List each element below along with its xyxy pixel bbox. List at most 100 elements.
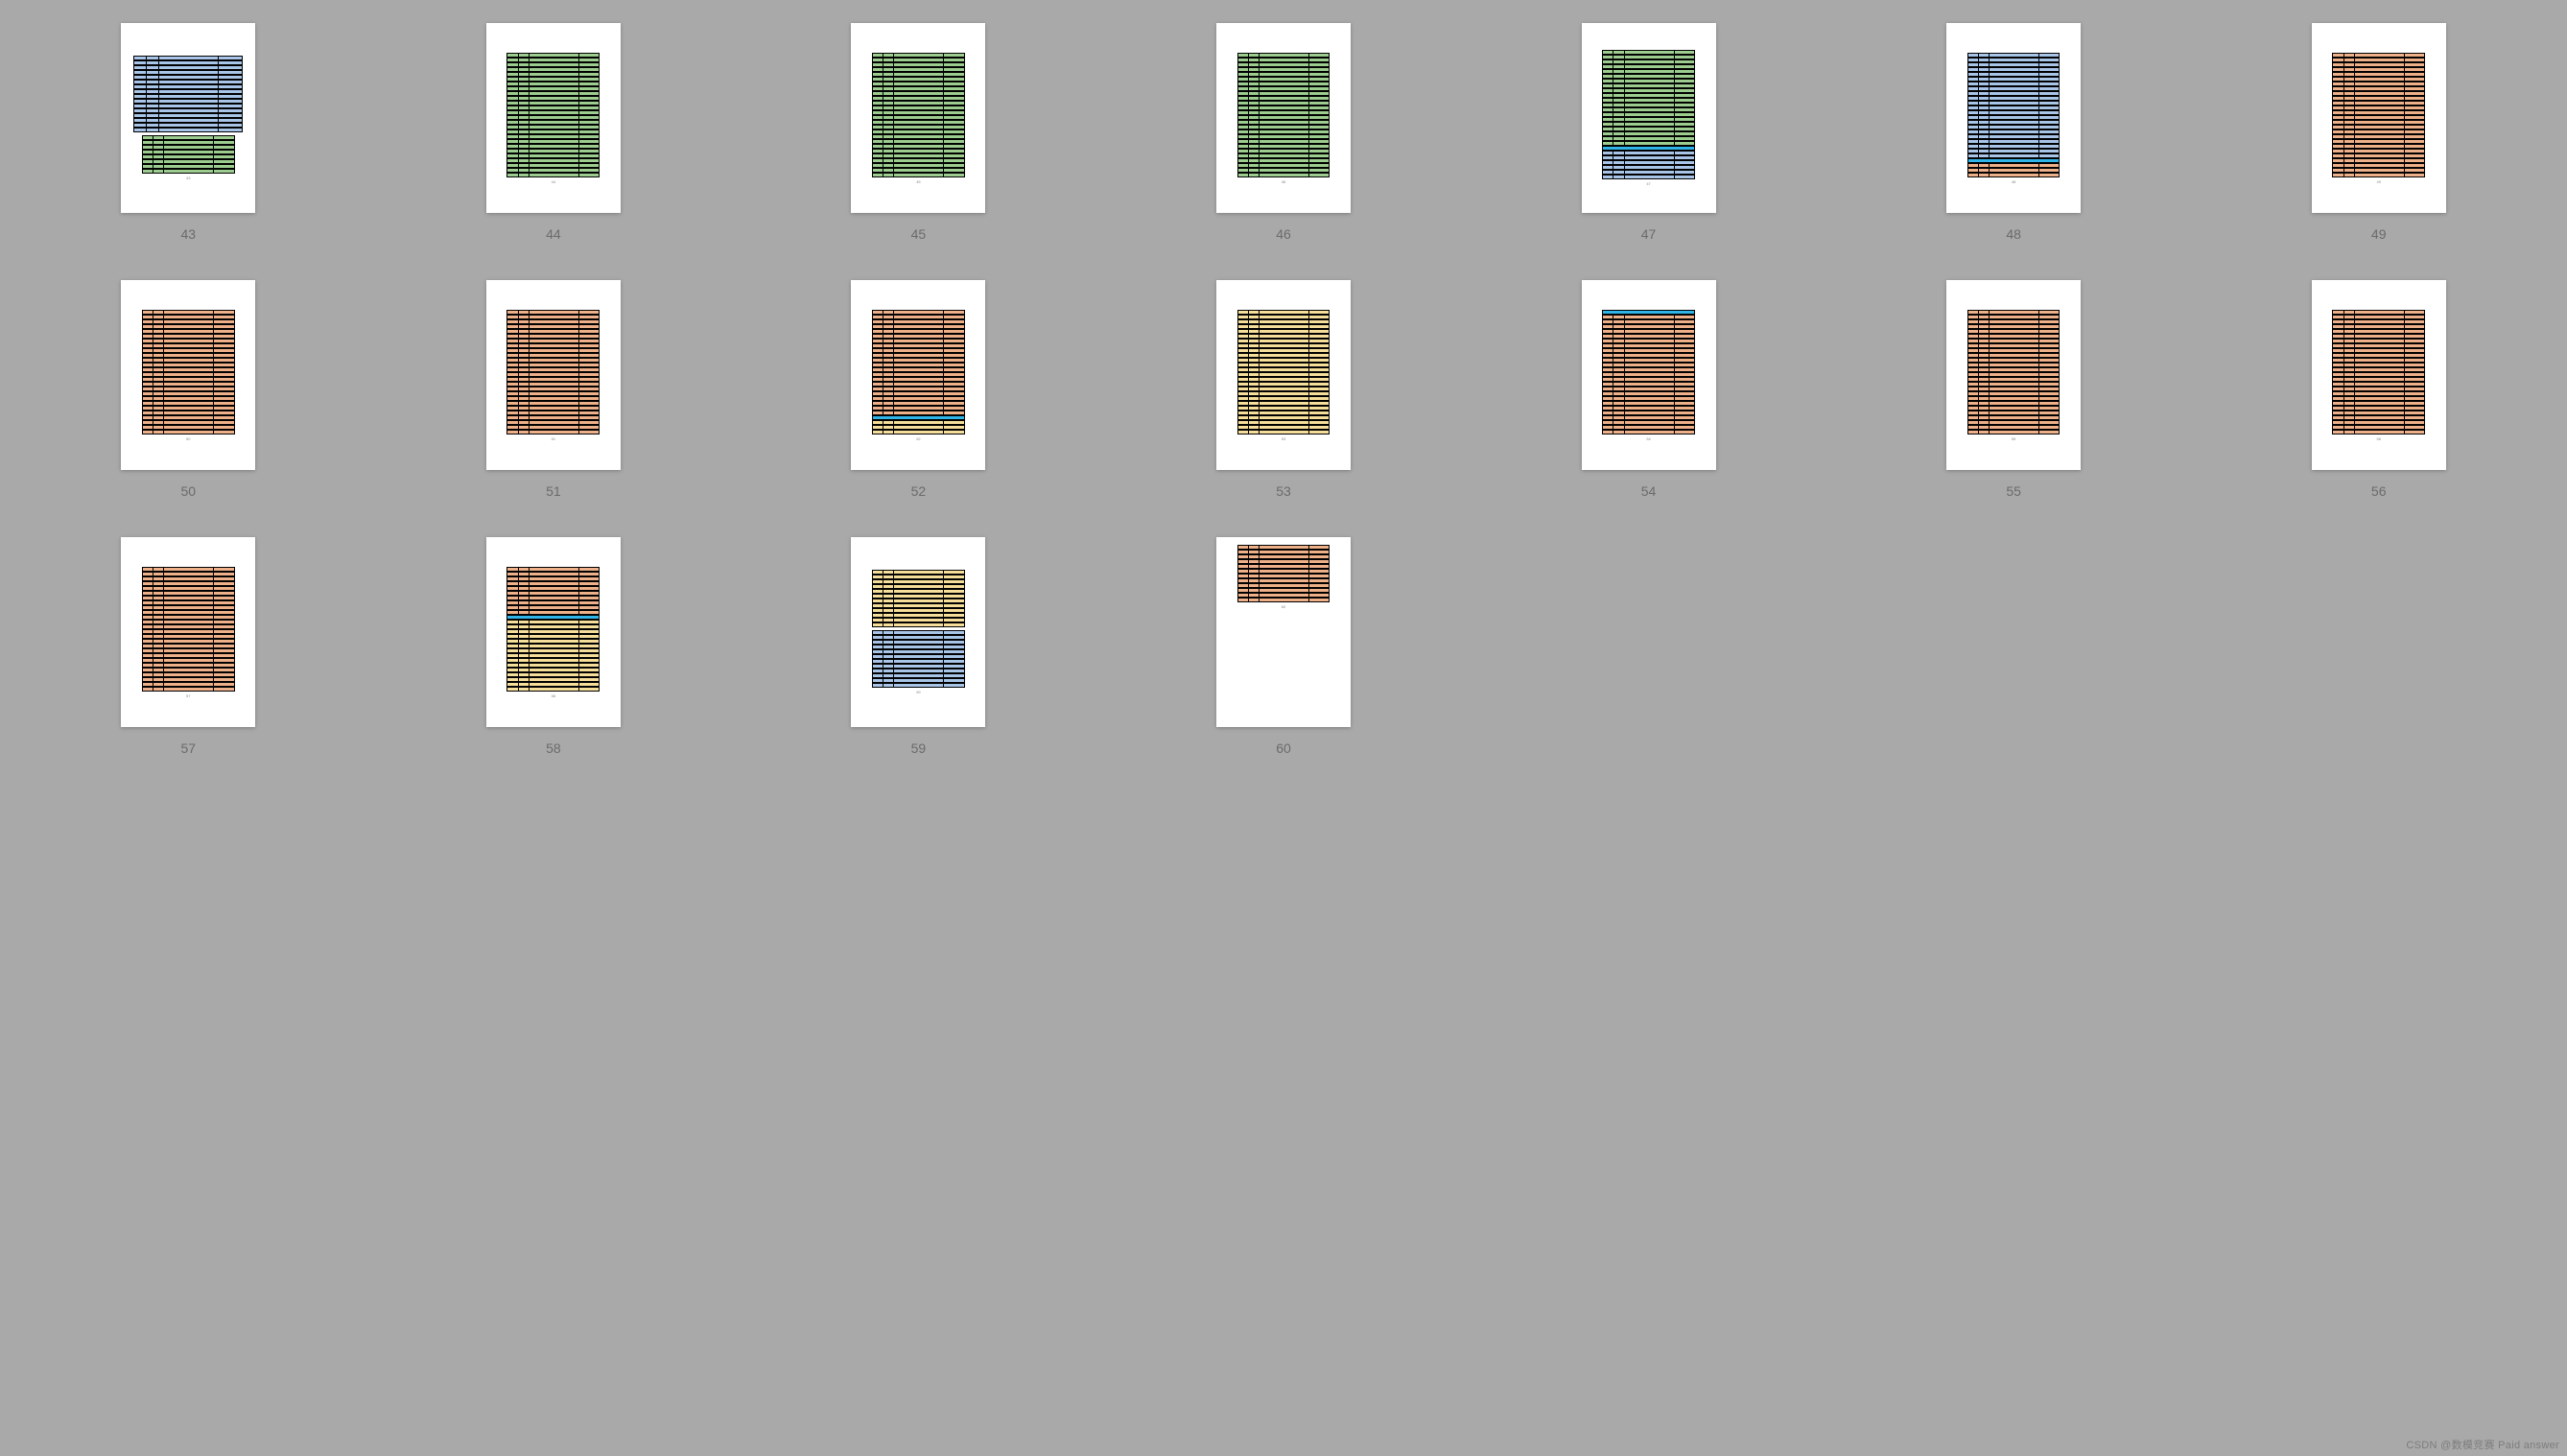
page-thumbnail[interactable]: 55 <box>1946 280 2081 470</box>
table-cell <box>1990 421 2039 424</box>
mini-table <box>872 570 965 627</box>
table-cell <box>579 349 599 352</box>
page-number-tiny: 56 <box>2376 436 2380 441</box>
table-cell <box>164 587 214 590</box>
page-thumbnail[interactable]: 57 <box>121 537 255 727</box>
page-thumbnail[interactable]: 46 <box>1216 23 1351 213</box>
table-cell <box>519 78 530 81</box>
table-cell <box>2333 340 2343 342</box>
table-cell <box>1249 402 1260 405</box>
table-cell <box>153 645 164 647</box>
table-cell <box>214 316 233 318</box>
table-cell <box>1249 555 1260 558</box>
table-cell <box>873 130 883 133</box>
table-cell <box>1238 150 1249 153</box>
page-thumbnail[interactable]: 60 <box>1216 537 1351 727</box>
page-thumbnail[interactable]: 51 <box>486 280 621 470</box>
table-cell <box>1238 54 1249 57</box>
table-cell <box>1625 171 1675 174</box>
table-cell <box>944 111 963 114</box>
table-cell <box>143 407 153 410</box>
table-cell <box>1260 159 1309 162</box>
table-cell <box>143 621 153 623</box>
page-thumbnail[interactable]: 54 <box>1582 280 1716 470</box>
table-cell <box>1238 387 1249 390</box>
table-cell <box>1625 344 1675 347</box>
page-thumbnail[interactable]: 52 <box>851 280 985 470</box>
table-cell <box>579 164 599 167</box>
table-cell <box>944 660 963 663</box>
table-row <box>1967 173 2061 177</box>
table-cell <box>1309 87 1329 90</box>
page-thumbnail[interactable]: 45 <box>851 23 985 213</box>
page-thumbnail[interactable]: 58 <box>486 537 621 727</box>
table-cell <box>1260 354 1309 357</box>
page-thumbnail[interactable]: 49 <box>2312 23 2446 213</box>
table-cell <box>1249 82 1260 85</box>
page-thumbnail[interactable]: 56 <box>2312 280 2446 470</box>
table-cell <box>894 636 944 639</box>
table-cell <box>507 150 518 153</box>
page-thumbnail[interactable]: 59 <box>851 537 985 727</box>
table-cell <box>1260 102 1309 105</box>
table-cell <box>579 392 599 395</box>
table-cell <box>2355 102 2405 105</box>
table-cell <box>1990 373 2039 376</box>
table-cell <box>873 402 883 405</box>
page-thumbnail[interactable]: 50 <box>121 280 255 470</box>
table-cell <box>2039 325 2059 328</box>
table-cell <box>1309 63 1329 66</box>
table-cell <box>134 100 147 103</box>
thumbnail-label: 53 <box>1276 483 1291 499</box>
table-cell <box>1238 335 1249 338</box>
table-cell <box>2344 335 2355 338</box>
table-cell <box>143 688 153 691</box>
table-cell <box>2333 169 2343 172</box>
table-cell <box>519 611 530 614</box>
table-cell <box>214 160 233 163</box>
table-cell <box>873 68 883 71</box>
table-cell <box>894 126 944 129</box>
table-cell <box>2405 54 2424 57</box>
mini-table <box>142 135 235 174</box>
table-cell <box>507 373 518 376</box>
table-cell <box>1309 584 1329 587</box>
table-cell <box>1249 589 1260 592</box>
table-cell <box>894 571 944 574</box>
table-cell <box>1625 354 1675 357</box>
table-cell <box>944 392 963 395</box>
page-thumbnail[interactable]: 53 <box>1216 280 1351 470</box>
table-cell <box>507 378 518 381</box>
page-thumbnail[interactable]: 44 <box>486 23 621 213</box>
table-cell <box>944 679 963 682</box>
table-cell <box>519 150 530 153</box>
table-cell <box>1990 426 2039 429</box>
table-cell <box>883 387 894 390</box>
table-cell <box>2333 354 2343 357</box>
table-cell <box>1249 92 1260 95</box>
table-cell <box>579 316 599 318</box>
table-cell <box>530 87 579 90</box>
table-cell <box>1675 51 1694 54</box>
table-cell <box>894 411 944 414</box>
table-cell <box>883 87 894 90</box>
table-cell <box>1675 70 1694 73</box>
table-cell <box>1625 75 1675 78</box>
table-cell <box>219 119 242 122</box>
table-cell <box>873 665 883 668</box>
table-cell <box>519 130 530 133</box>
table-cell <box>1979 392 1990 395</box>
table-cell <box>1309 570 1329 573</box>
table-cell <box>1968 164 1979 167</box>
table-cell <box>883 349 894 352</box>
thumbnail-wrap: 5858 <box>400 537 708 756</box>
table-cell <box>894 92 944 95</box>
table-cell <box>214 606 233 609</box>
table-cell <box>1625 99 1675 102</box>
page-thumbnail[interactable]: 47 <box>1582 23 1716 213</box>
table-cell <box>2039 416 2059 419</box>
table-cell <box>1309 126 1329 129</box>
page-thumbnail[interactable]: 43 <box>121 23 255 213</box>
page-thumbnail[interactable]: 48 <box>1946 23 2081 213</box>
table-cell <box>579 135 599 138</box>
